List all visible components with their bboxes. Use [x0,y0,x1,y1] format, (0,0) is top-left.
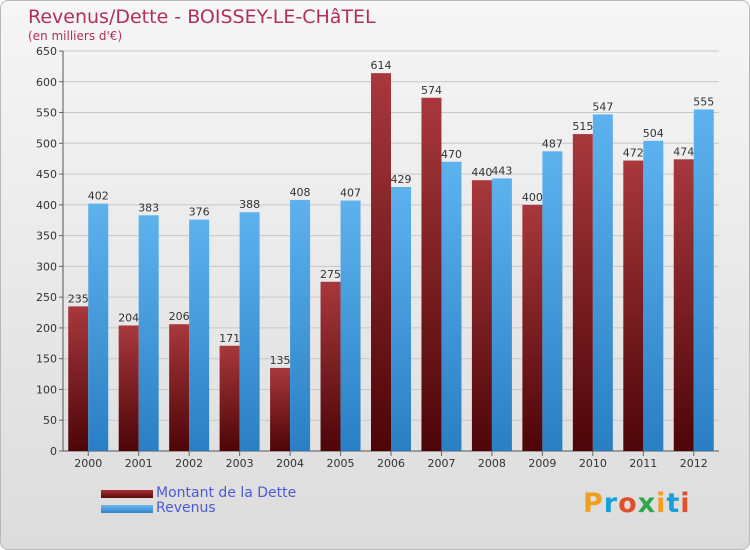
legend-label-dette: Montant de la Dette [156,485,297,501]
bar-revenus-2003 [239,212,260,451]
x-tick-label: 2009 [528,457,556,470]
data-label-dette: 275 [320,268,341,281]
x-tick-label: 2008 [478,457,506,470]
logo-letter: o [618,488,638,519]
bar-dette-2009 [522,204,543,451]
y-tick-label: 400 [36,199,57,212]
data-label-revenus: 487 [542,137,563,150]
y-tick-label: 300 [36,260,57,273]
data-label-revenus: 388 [239,198,260,211]
data-label-dette: 204 [118,311,139,324]
data-label-revenus: 407 [340,187,361,200]
bar-revenus-2009 [542,151,563,452]
bar-revenus-2011 [643,140,664,451]
bar-dette-2011 [623,160,644,452]
x-tick-label: 2000 [74,457,102,470]
y-tick-label: 500 [36,137,57,150]
bar-dette-2006 [371,73,391,452]
data-label-revenus: 504 [643,127,664,140]
bar-revenus-2000 [88,203,109,451]
data-label-revenus: 402 [88,190,109,203]
chart-title: Revenus/Dette - BOISSEY-LE-CHâTEL [28,6,376,28]
y-tick-label: 600 [36,76,57,89]
bar-dette-2010 [572,134,593,452]
data-label-revenus: 376 [189,206,210,219]
data-label-dette: 206 [169,310,190,323]
logo-letter: x [637,488,657,519]
x-tick-label: 2001 [125,457,153,470]
x-tick-label: 2002 [175,457,203,470]
x-tick-label: 2010 [579,457,607,470]
y-tick-label: 50 [43,414,57,427]
bar-dette-2008 [471,180,492,451]
data-label-revenus: 555 [693,95,714,108]
y-tick-label: 150 [36,353,57,366]
data-label-revenus: 470 [441,148,462,161]
legend-swatch-revenus [101,505,153,513]
y-tick-label: 550 [36,107,57,120]
y-tick-label: 0 [50,445,57,458]
data-label-dette: 235 [68,292,89,305]
data-label-dette: 171 [219,332,240,345]
logo-letter: r [603,488,619,519]
legend-label-revenus: Revenus [156,500,216,516]
chart-subtitle: (en milliers d'€) [28,29,123,43]
x-tick-label: 2003 [226,457,254,470]
x-tick-label: 2011 [629,457,657,470]
x-tick-label: 2004 [276,457,304,470]
y-tick-label: 450 [36,168,57,181]
data-label-dette: 400 [522,191,543,204]
bar-revenus-2001 [138,215,159,451]
y-tick-label: 350 [36,230,57,243]
y-tick-label: 250 [36,291,57,304]
bar-dette-2000 [68,306,89,451]
bar-revenus-2002 [189,219,210,451]
proxiti-logo: Proxiti [583,488,691,519]
data-label-dette: 135 [270,354,291,367]
logo-letter: t [666,488,681,519]
bar-revenus-2006 [391,187,411,451]
x-tick-label: 2007 [427,457,455,470]
bar-revenus-2007 [441,161,462,451]
data-label-dette: 474 [673,145,694,158]
data-label-dette: 440 [471,166,492,179]
data-label-revenus: 429 [391,173,412,186]
data-label-revenus: 383 [138,201,159,214]
data-label-dette: 574 [421,84,442,97]
bar-dette-2004 [270,367,291,451]
data-label-dette: 472 [623,147,644,160]
bar-revenus-2004 [290,199,311,451]
bar-dette-2002 [169,324,190,451]
data-label-revenus: 408 [290,186,311,199]
x-tick-label: 2005 [327,457,355,470]
bar-dette-2005 [320,281,341,451]
bar-revenus-2005 [340,200,361,451]
bar-dette-2001 [118,325,139,451]
y-tick-label: 650 [36,45,57,58]
bar-dette-2003 [219,345,240,451]
y-tick-label: 200 [36,322,57,335]
logo-letter: i [680,488,691,519]
data-label-dette: 515 [572,120,593,133]
data-label-revenus: 443 [491,164,512,177]
data-label-dette: 614 [371,59,392,72]
data-label-revenus: 547 [592,100,613,113]
x-tick-label: 2012 [680,457,708,470]
logo-letter: i [656,488,667,519]
bar-revenus-2010 [592,114,613,451]
bar-revenus-2012 [693,109,714,451]
y-tick-label: 100 [36,383,57,396]
legend-swatch-dette [101,490,153,498]
logo-letter: P [583,488,604,519]
bar-dette-2012 [673,159,694,452]
x-tick-label: 2006 [377,457,405,470]
bar-revenus-2008 [491,178,512,451]
bar-dette-2007 [421,97,442,452]
